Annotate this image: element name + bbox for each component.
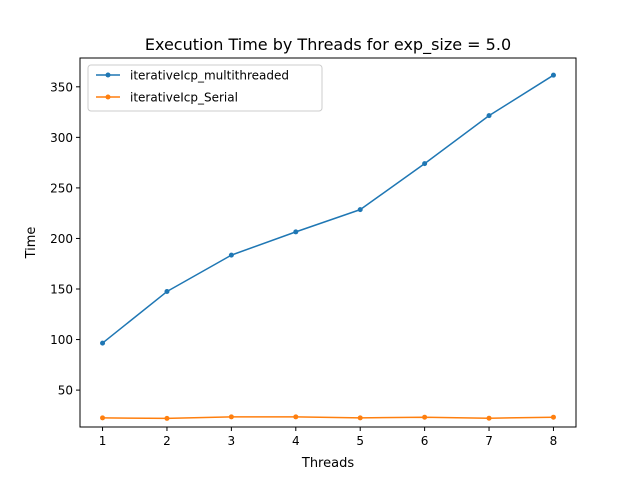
y-tick-label: 50: [58, 384, 73, 398]
legend-marker-serial: [105, 94, 111, 100]
legend-label-multithreaded: iterativeIcp_multithreaded: [130, 69, 289, 83]
x-axis-label: Threads: [301, 456, 354, 471]
data-point-multithreaded: [228, 252, 234, 258]
plot-frame: [79, 57, 577, 428]
data-point-serial: [100, 415, 106, 421]
data-point-multithreaded: [293, 229, 299, 235]
y-tick-label: 100: [50, 333, 73, 347]
y-axis-label: Time: [24, 227, 39, 260]
x-tick-label: 8: [550, 434, 558, 448]
x-tick-label: 2: [163, 434, 171, 448]
data-point-multithreaded: [100, 340, 106, 346]
x-axis-ticks: 1 2 3 4 5 6 7 8: [99, 427, 558, 448]
x-tick-label: 1: [99, 434, 107, 448]
data-point-multithreaded: [486, 113, 492, 119]
series-line-multithreaded: [102, 74, 554, 344]
data-point-multithreaded: [357, 207, 363, 213]
x-tick-label: 6: [421, 434, 429, 448]
y-axis-ticks: 50 100 150 200 250 300 350: [50, 80, 80, 398]
y-tick-label: 350: [50, 80, 73, 94]
data-point-serial: [293, 414, 299, 420]
y-tick-label: 250: [50, 181, 73, 195]
data-point-multithreaded: [550, 72, 556, 78]
x-tick-label: 5: [356, 434, 364, 448]
data-point-multithreaded: [164, 289, 170, 295]
x-tick-label: 3: [228, 434, 236, 448]
data-point-serial: [550, 414, 556, 420]
data-point-serial: [422, 414, 428, 420]
y-tick-label: 200: [50, 232, 73, 246]
x-tick-label: 4: [292, 434, 300, 448]
chart-title: Execution Time by Threads for exp_size =…: [145, 35, 511, 55]
legend-marker-multithreaded: [105, 72, 111, 78]
data-point-serial: [486, 415, 492, 421]
data-point-serial: [228, 414, 234, 420]
series-line-serial: [102, 416, 554, 420]
data-point-multithreaded: [422, 161, 428, 167]
legend-box: [87, 64, 323, 112]
series-layer: [100, 72, 556, 421]
y-tick-label: 150: [50, 283, 73, 297]
data-point-serial: [357, 415, 363, 421]
x-tick-label: 7: [485, 434, 493, 448]
legend: iterativeIcp_multithreaded iterativeIcp_…: [87, 64, 323, 112]
y-tick-label: 300: [50, 131, 73, 145]
legend-label-serial: iterativeIcp_Serial: [130, 91, 238, 105]
data-point-serial: [164, 415, 170, 421]
